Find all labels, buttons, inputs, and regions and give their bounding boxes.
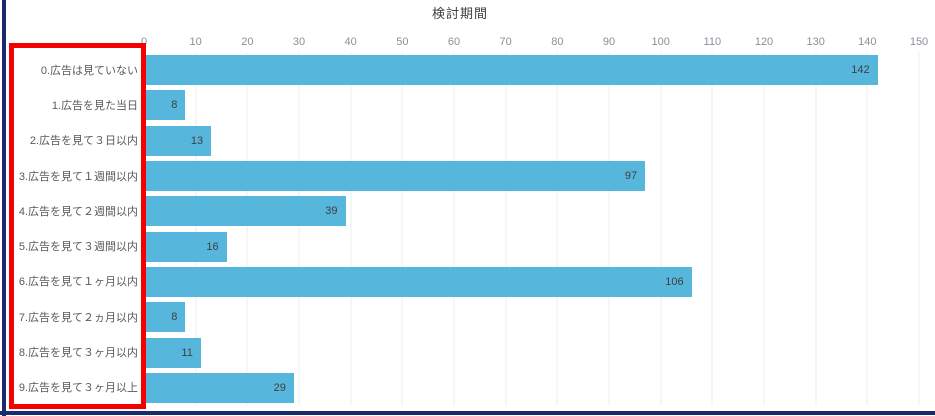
x-axis-tick-label: 0 — [140, 36, 148, 48]
x-axis-tick-label: 130 — [806, 36, 825, 48]
bar-value-label: 97 — [624, 170, 638, 183]
category-axis: 0.広告は見ていない 1.広告を見た当日 2.広告を見て３日以内 3.広告を見て１週間… — [8, 52, 138, 405]
gridline — [505, 52, 507, 405]
category-label: 4.広告を見て２週間以内 — [18, 205, 138, 218]
bar-value-label: 13 — [190, 134, 204, 147]
bar: 16 — [144, 231, 227, 262]
bar: 106 — [144, 266, 692, 297]
category-label: 6.広告を見て１ヶ月以内 — [18, 276, 138, 289]
bar: 142 — [144, 55, 878, 86]
gridline — [918, 52, 920, 405]
bar: 39 — [144, 196, 346, 227]
bar: 8 — [144, 90, 186, 121]
category-label: 5.広告を見て３週間以内 — [18, 241, 138, 254]
red-highlight-rectangle — [9, 43, 146, 409]
gridline — [195, 52, 197, 405]
gridline — [246, 52, 248, 405]
slide-bottom-border — [0, 411, 935, 415]
x-axis-tick-label: 20 — [241, 36, 254, 48]
bar: 8 — [144, 302, 186, 333]
bar: 97 — [144, 161, 646, 192]
x-axis-tick-label: 100 — [651, 36, 670, 48]
gridline — [298, 52, 300, 405]
x-axis: 0 10 20 30 40 50 60 70 80 90 100 110 120 130 140 150 — [0, 36, 935, 50]
bar-value-label: 16 — [206, 240, 219, 253]
category-label: 0.広告は見ていない — [40, 64, 138, 77]
category-label: 7.広告を見て２ヵ月以内 — [18, 311, 138, 324]
chart-title: 検討期間 — [431, 6, 488, 21]
gridline — [815, 52, 817, 405]
bar: 11 — [144, 337, 201, 368]
gridline — [763, 52, 765, 405]
x-axis-tick-label: 40 — [344, 36, 357, 48]
bar-value-label: 29 — [273, 381, 286, 394]
gridline — [401, 52, 403, 405]
gridline — [608, 52, 610, 405]
plot-area: 142 8 13 97 39 16 106 8 11 29 — [143, 52, 920, 405]
x-axis-tick-label: 140 — [858, 36, 877, 48]
bar-value-label: 106 — [665, 275, 684, 288]
bar: 29 — [144, 372, 294, 403]
gridline — [556, 52, 558, 405]
x-axis-tick-label: 70 — [499, 36, 512, 48]
category-label: 2.広告を見て３日以内 — [29, 135, 138, 148]
bar: 13 — [144, 125, 212, 156]
x-axis-tick-label: 10 — [189, 36, 202, 48]
category-label: 1.広告を見た当日 — [51, 99, 138, 112]
bar-value-label: 142 — [851, 64, 870, 77]
x-axis-tick-label: 120 — [754, 36, 774, 48]
x-axis-tick-label: 80 — [551, 36, 564, 48]
bar-value-label: 8 — [171, 311, 178, 324]
bar-value-label: 8 — [171, 99, 178, 112]
category-label: 9.広告を見て３ヶ月以上 — [18, 382, 138, 395]
x-axis-tick-label: 60 — [447, 36, 461, 48]
category-label: 3.広告を見て１週間以内 — [18, 170, 138, 183]
x-axis-tick-label: 150 — [909, 36, 929, 48]
x-axis-tick-label: 90 — [602, 36, 616, 48]
x-axis-tick-label: 110 — [703, 36, 722, 48]
category-label: 8.広告を見て３ヶ月以内 — [18, 347, 138, 360]
gridline — [453, 52, 455, 405]
gridline — [660, 52, 662, 405]
x-axis-tick-label: 30 — [292, 36, 306, 48]
gridline — [350, 52, 352, 405]
slide-left-border — [2, 0, 6, 416]
gridline — [711, 52, 713, 405]
x-axis-tick-label: 50 — [396, 36, 409, 48]
bar-value-label: 11 — [181, 346, 193, 359]
bar-value-label: 39 — [325, 205, 338, 218]
gridline — [866, 52, 868, 405]
